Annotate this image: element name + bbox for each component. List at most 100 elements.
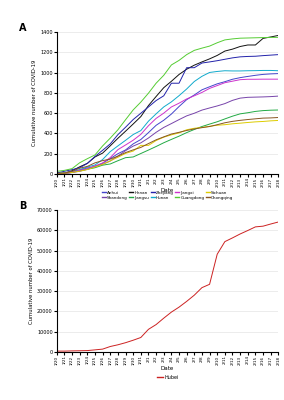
Jiangxi bbox=[147, 123, 150, 128]
Chongqing bbox=[55, 171, 59, 176]
Line: Hunan: Hunan bbox=[57, 70, 278, 174]
Chongqing bbox=[93, 160, 97, 165]
Chongqing bbox=[239, 118, 242, 123]
Jiangxi bbox=[254, 77, 257, 82]
Sichuan bbox=[93, 165, 97, 170]
Hubei bbox=[246, 228, 249, 233]
Sichuan bbox=[193, 126, 196, 131]
Hunan bbox=[78, 167, 82, 172]
Hunan bbox=[116, 144, 120, 148]
Shandong bbox=[177, 117, 181, 122]
Text: A: A bbox=[19, 24, 27, 34]
Jiangxi bbox=[208, 86, 211, 91]
Sichuan bbox=[223, 122, 227, 127]
Shandong bbox=[154, 130, 158, 135]
Henan bbox=[116, 136, 120, 141]
Henan bbox=[170, 79, 173, 84]
Chongqing bbox=[131, 148, 135, 152]
Hubei bbox=[277, 220, 280, 224]
Jiangsu bbox=[185, 130, 188, 135]
Hunan bbox=[223, 68, 227, 73]
Henan bbox=[277, 33, 280, 38]
Hunan bbox=[208, 70, 211, 75]
Shandong bbox=[116, 154, 120, 158]
Jiangxi bbox=[170, 104, 173, 109]
Jiangsu bbox=[193, 127, 196, 132]
Shandong bbox=[70, 170, 74, 175]
Jiangsu bbox=[101, 163, 104, 168]
Guangdong bbox=[147, 91, 150, 96]
Sichuan bbox=[269, 118, 272, 123]
Guangdong bbox=[261, 35, 265, 40]
Chongqing bbox=[162, 134, 166, 139]
Sichuan bbox=[177, 130, 181, 135]
Henan bbox=[261, 36, 265, 41]
Chongqing bbox=[101, 158, 104, 163]
Shandong bbox=[200, 108, 204, 112]
Chongqing bbox=[139, 145, 143, 150]
Hubei bbox=[70, 348, 74, 353]
Hubei bbox=[170, 310, 173, 314]
Jiangxi bbox=[193, 93, 196, 98]
Hunan bbox=[86, 165, 89, 170]
Hubei bbox=[231, 236, 234, 240]
Henan bbox=[131, 122, 135, 126]
Jiangxi bbox=[78, 168, 82, 173]
Jiangxi bbox=[200, 90, 204, 95]
Anhui bbox=[254, 73, 257, 78]
Chongqing bbox=[124, 150, 127, 155]
Sichuan bbox=[63, 171, 66, 176]
Hubei bbox=[101, 347, 104, 352]
Hubei bbox=[223, 239, 227, 244]
Jiangxi bbox=[261, 77, 265, 82]
Anhui bbox=[261, 72, 265, 77]
Henan bbox=[269, 34, 272, 39]
Sichuan bbox=[277, 118, 280, 123]
Hunan bbox=[63, 171, 66, 176]
Zhejiang bbox=[254, 54, 257, 59]
Hunan bbox=[231, 68, 234, 73]
Zhejiang bbox=[108, 142, 112, 146]
Guangdong bbox=[170, 62, 173, 67]
Jiangxi bbox=[246, 77, 249, 82]
Jiangsu bbox=[116, 158, 120, 163]
Chongqing bbox=[231, 119, 234, 124]
Shandong bbox=[93, 164, 97, 168]
Y-axis label: Cumulative number of COVID-19: Cumulative number of COVID-19 bbox=[32, 60, 37, 146]
Zhejiang bbox=[223, 57, 227, 62]
Jiangsu bbox=[154, 144, 158, 149]
Henan bbox=[208, 56, 211, 61]
Zhejiang bbox=[231, 56, 234, 60]
Sichuan bbox=[116, 155, 120, 160]
Jiangsu bbox=[131, 154, 135, 159]
Sichuan bbox=[239, 121, 242, 126]
Hubei bbox=[139, 335, 143, 340]
Guangdong bbox=[246, 36, 249, 40]
Henan bbox=[177, 72, 181, 77]
Jiangxi bbox=[269, 77, 272, 82]
Shandong bbox=[261, 94, 265, 99]
Guangdong bbox=[208, 44, 211, 48]
Anhui bbox=[170, 112, 173, 116]
Anhui bbox=[93, 164, 97, 169]
Anhui bbox=[193, 92, 196, 97]
Chongqing bbox=[254, 116, 257, 121]
Hubei bbox=[93, 348, 97, 352]
Hunan bbox=[246, 68, 249, 73]
Anhui bbox=[124, 148, 127, 152]
Shandong bbox=[139, 140, 143, 145]
Sichuan bbox=[86, 167, 89, 172]
Hubei bbox=[78, 348, 82, 353]
Hubei bbox=[108, 344, 112, 349]
Jiangsu bbox=[70, 170, 74, 174]
Sichuan bbox=[185, 127, 188, 132]
Hunan bbox=[93, 162, 97, 167]
Anhui bbox=[154, 123, 158, 128]
Legend: Hubei: Hubei bbox=[157, 374, 178, 380]
Chongqing bbox=[108, 157, 112, 162]
Zhejiang bbox=[78, 165, 82, 170]
Henan bbox=[246, 42, 249, 47]
Zhejiang bbox=[101, 148, 104, 153]
Guangdong bbox=[55, 169, 59, 174]
Anhui bbox=[70, 170, 74, 175]
